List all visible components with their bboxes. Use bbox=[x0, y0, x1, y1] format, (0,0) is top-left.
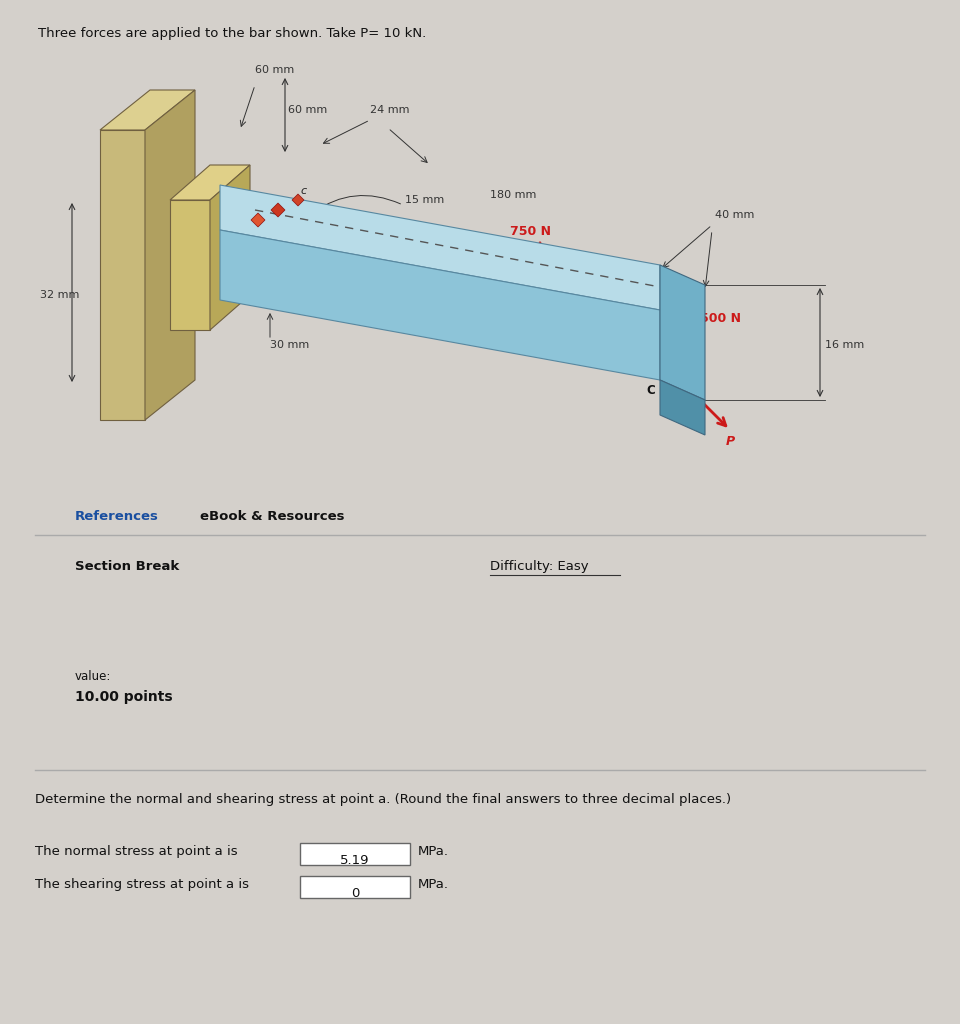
Polygon shape bbox=[220, 230, 660, 380]
Text: 60 mm: 60 mm bbox=[288, 105, 327, 115]
Polygon shape bbox=[210, 165, 250, 330]
Polygon shape bbox=[170, 200, 210, 330]
Text: C: C bbox=[646, 384, 655, 396]
Polygon shape bbox=[170, 165, 250, 200]
Text: The shearing stress at point a is: The shearing stress at point a is bbox=[35, 878, 249, 891]
Polygon shape bbox=[100, 130, 145, 420]
Text: 0: 0 bbox=[350, 887, 359, 900]
Text: c: c bbox=[300, 186, 306, 196]
Text: 10.00 points: 10.00 points bbox=[75, 690, 173, 705]
Text: Three forces are applied to the bar shown. Take P= 10 kN.: Three forces are applied to the bar show… bbox=[38, 27, 426, 40]
Text: Section Break: Section Break bbox=[75, 560, 180, 573]
Text: References: References bbox=[75, 510, 158, 523]
Text: eBook & Resources: eBook & Resources bbox=[200, 510, 345, 523]
Text: Difficulty: Easy: Difficulty: Easy bbox=[490, 560, 588, 573]
Text: value:: value: bbox=[75, 670, 111, 683]
Text: 750 N: 750 N bbox=[510, 225, 551, 238]
Polygon shape bbox=[660, 265, 705, 400]
Text: The normal stress at point a is: The normal stress at point a is bbox=[35, 845, 238, 858]
Text: P: P bbox=[726, 435, 734, 449]
Text: 24 mm: 24 mm bbox=[370, 105, 410, 115]
Text: MPa.: MPa. bbox=[418, 845, 449, 858]
FancyBboxPatch shape bbox=[300, 843, 410, 865]
Text: 500 N: 500 N bbox=[700, 312, 741, 325]
Polygon shape bbox=[220, 185, 660, 310]
FancyBboxPatch shape bbox=[300, 876, 410, 898]
Text: a: a bbox=[245, 225, 252, 234]
Text: 5.19: 5.19 bbox=[340, 854, 370, 867]
Text: 15 mm: 15 mm bbox=[405, 195, 444, 205]
Text: Determine the normal and shearing stress at point a. (Round the final answers to: Determine the normal and shearing stress… bbox=[35, 793, 732, 806]
Polygon shape bbox=[145, 90, 195, 420]
Text: b: b bbox=[267, 196, 274, 206]
Text: 16 mm: 16 mm bbox=[825, 340, 864, 350]
Polygon shape bbox=[660, 380, 705, 435]
Polygon shape bbox=[292, 194, 304, 206]
Polygon shape bbox=[100, 90, 195, 130]
Polygon shape bbox=[271, 203, 285, 217]
Polygon shape bbox=[251, 213, 265, 227]
Text: 180 mm: 180 mm bbox=[490, 190, 537, 200]
Text: 40 mm: 40 mm bbox=[715, 210, 755, 220]
Text: 30 mm: 30 mm bbox=[270, 340, 309, 350]
Text: MPa.: MPa. bbox=[418, 878, 449, 891]
Text: 32 mm: 32 mm bbox=[40, 290, 80, 300]
Text: 60 mm: 60 mm bbox=[255, 65, 295, 75]
